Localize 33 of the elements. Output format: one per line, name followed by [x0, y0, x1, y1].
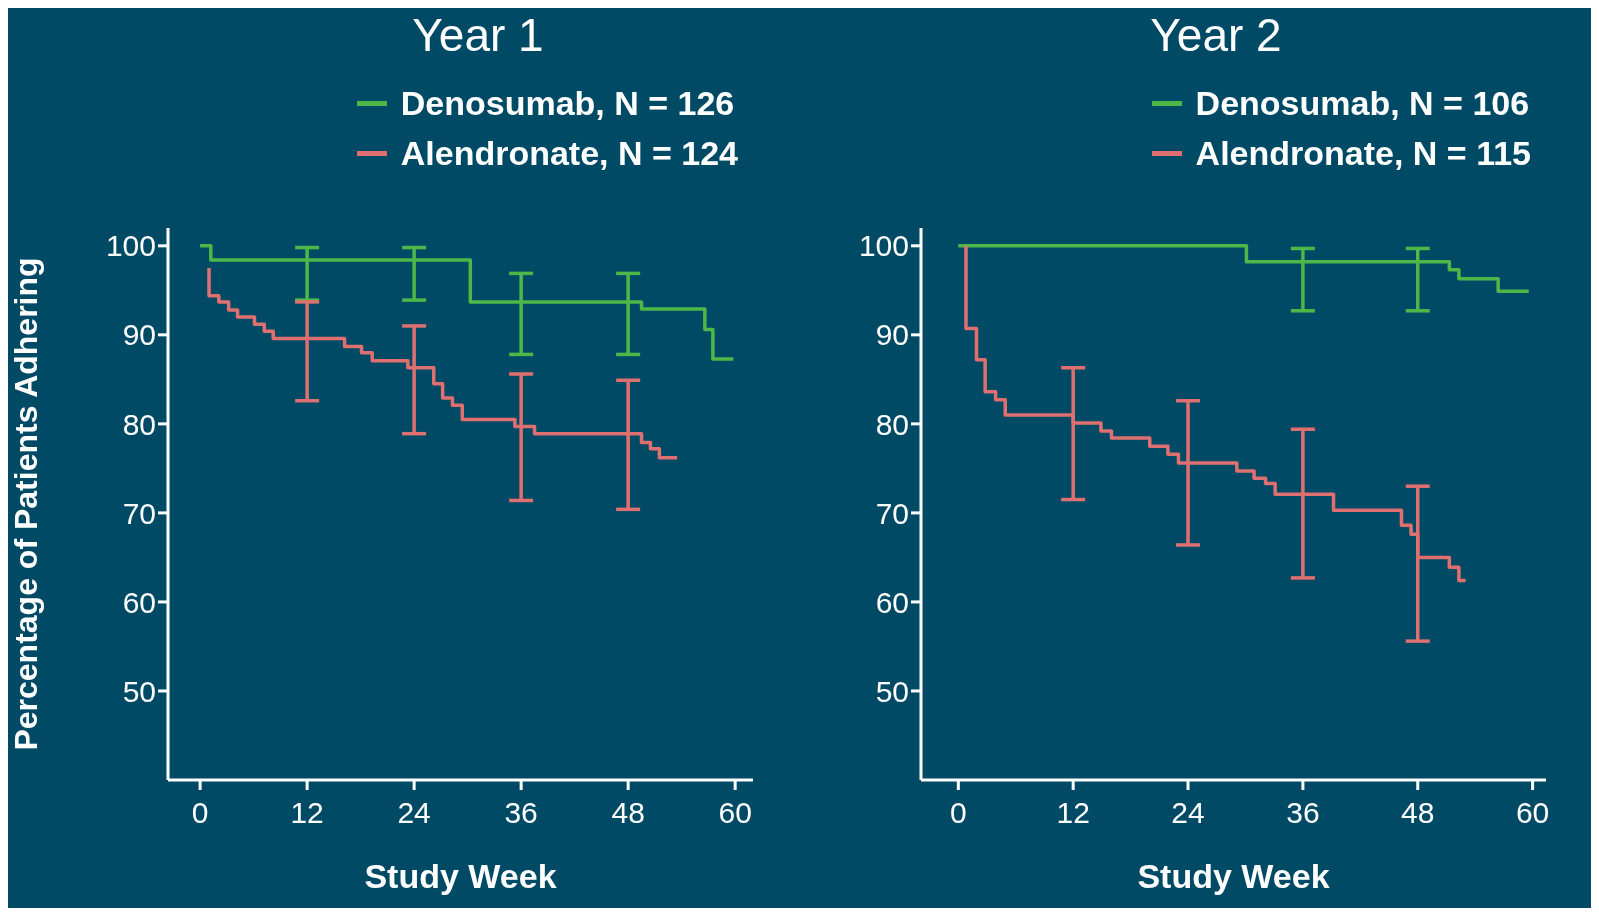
y-tick-label: 60: [122, 585, 156, 619]
x-tick-label: 12: [290, 796, 324, 830]
y-tick-label: 50: [122, 674, 156, 708]
y-tick-label: 80: [875, 407, 909, 441]
x-tick-label: 12: [1056, 796, 1090, 830]
legend-label: Alendronate, N = 124: [400, 133, 738, 173]
x-tick-label: 0: [949, 796, 967, 830]
x-tick-label: 48: [1401, 796, 1435, 830]
x-tick-label: 36: [504, 796, 538, 830]
x-tick-label: 60: [718, 796, 752, 830]
y-tick-label: 50: [875, 674, 909, 708]
x-tick-label: 48: [611, 796, 645, 830]
y-axis-title: Percentage of Patients Adhering: [8, 257, 45, 751]
x-tick-label: 36: [1286, 796, 1320, 830]
x-tick-label: 60: [1515, 796, 1550, 830]
y-tick-label: 90: [122, 318, 156, 352]
y-tick-label: 60: [875, 585, 909, 619]
y-tick-label: 70: [875, 496, 909, 530]
legend-label: Alendronate, N = 115: [1195, 133, 1531, 173]
x-tick-label: 24: [397, 796, 431, 830]
x-axis-title: Study Week: [364, 857, 557, 895]
chart-title: Year 1: [411, 8, 545, 63]
y-tick-label: 90: [875, 318, 909, 352]
legend-label: Denosumab, N = 106: [1195, 83, 1530, 123]
chart-title: Year 2: [1149, 8, 1283, 63]
y-tick-label: 100: [858, 229, 909, 263]
x-axis-title: Study Week: [1137, 857, 1330, 895]
y-tick-label: 70: [122, 496, 156, 530]
y-tick-label: 100: [105, 229, 156, 263]
legend-label: Denosumab, N = 126: [400, 83, 735, 123]
y-tick-label: 80: [122, 407, 156, 441]
x-tick-label: 24: [1171, 796, 1205, 830]
x-tick-label: 0: [191, 796, 209, 830]
